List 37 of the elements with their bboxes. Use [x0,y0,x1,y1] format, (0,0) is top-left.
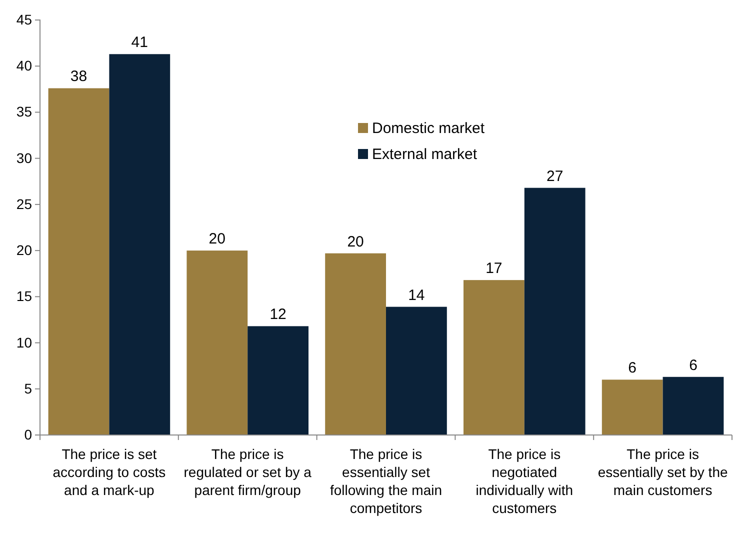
y-tick-label: 0 [24,426,32,442]
y-tick-label: 35 [16,104,32,120]
data-label: 6 [628,360,637,377]
bar [386,306,447,435]
y-tick-label: 20 [16,242,32,258]
y-tick-label: 5 [24,380,32,396]
data-label: 6 [689,356,698,374]
y-tick-label: 10 [16,334,32,350]
bar [662,376,724,435]
legend-label: Domestic market [372,120,486,137]
bar [602,380,663,435]
data-label: 20 [208,230,226,248]
bar [248,326,308,435]
bar [109,54,170,435]
y-tick-label: 40 [16,58,32,74]
y-tick-label: 30 [16,150,32,166]
x-tick-label: The price is essentially set by the main customers [598,446,728,498]
data-label: 12 [270,306,286,324]
x-tick-label: The price is essentially set following the main competitors [330,446,442,516]
y-tick-label: 45 [16,11,32,28]
bar [48,88,110,435]
x-tick-label: The price is negotiated individually with customers [476,446,574,516]
x-tick-label: The price is regulated or set by a parent firm/group [184,446,312,498]
data-label: 17 [486,260,502,278]
legend-label: External market [372,146,478,163]
bar [325,253,386,435]
y-tick-label: 15 [16,288,32,304]
data-label: 20 [347,233,364,250]
data-label: 41 [131,34,148,52]
bar [524,188,586,435]
bar [464,280,524,435]
data-label: 14 [408,286,425,304]
x-tick-label: The price is set according to costs and a mark-up [52,446,166,498]
data-label: 27 [546,168,564,185]
bar [186,250,248,435]
y-tick-label: 25 [16,196,32,212]
data-label: 38 [70,68,88,86]
